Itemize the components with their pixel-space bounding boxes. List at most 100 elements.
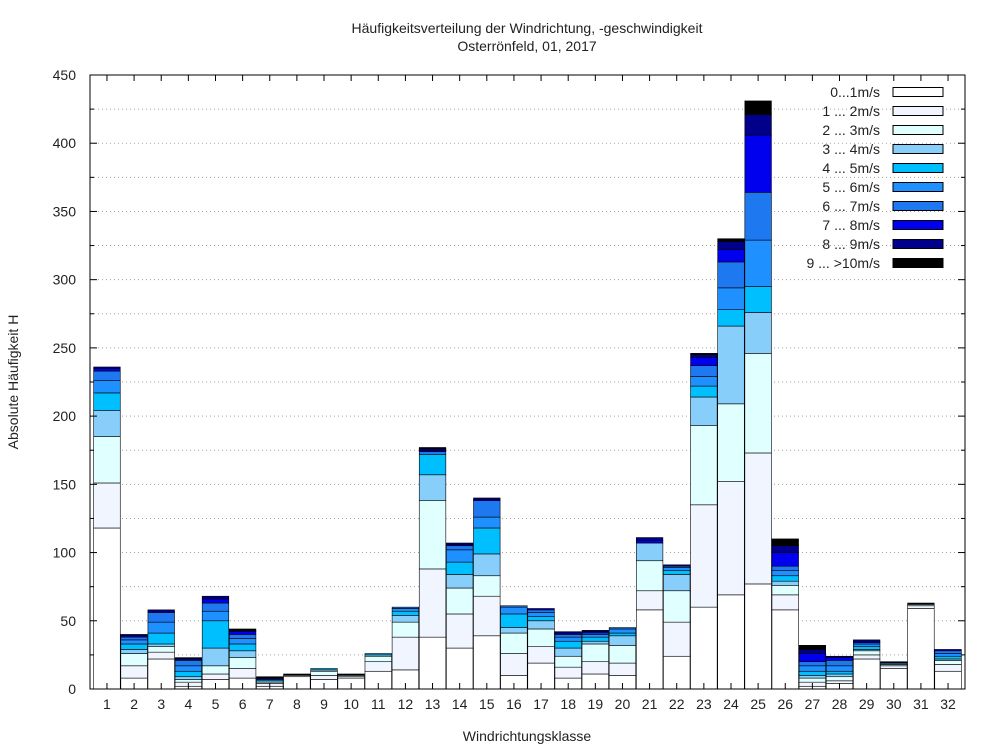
bar-segment <box>201 602 230 612</box>
bar-segment <box>527 609 555 613</box>
bar-segment <box>744 239 772 287</box>
legend-swatch <box>892 220 944 230</box>
bar-segment <box>446 549 474 563</box>
y-tick-label: 200 <box>53 408 77 424</box>
bar-segment <box>120 639 148 645</box>
bar-segment <box>229 628 257 631</box>
bar-segment <box>853 646 881 650</box>
bar-segment <box>744 192 772 241</box>
bar-segment <box>446 647 474 690</box>
bar-segment <box>635 542 664 562</box>
bar-segment <box>798 665 826 672</box>
bar-segment <box>527 612 555 617</box>
bar-segment <box>446 587 474 615</box>
bar-segment <box>500 653 528 676</box>
legend-label: 0...1m/s <box>830 84 880 100</box>
bar-segment <box>554 636 582 642</box>
bar-segment <box>527 608 555 611</box>
bar-segment <box>717 238 745 242</box>
bar-segment <box>201 647 230 667</box>
x-tick-label: 27 <box>805 696 821 712</box>
x-tick-label: 8 <box>293 696 301 712</box>
bar-segment <box>771 565 799 571</box>
legend-label: 5 ... 6m/s <box>822 179 880 195</box>
x-tick-label: 2 <box>130 696 138 712</box>
bar-segment <box>527 646 555 664</box>
y-tick-label: 250 <box>53 340 77 356</box>
bar-segment <box>744 452 772 585</box>
x-tick-label: 10 <box>343 696 359 712</box>
bar-segment <box>310 675 338 680</box>
x-tick-label: 30 <box>886 696 902 712</box>
bar-segment <box>690 385 718 398</box>
bar-segment <box>229 634 257 639</box>
bar-segment <box>771 609 799 690</box>
bar-segment <box>391 615 420 623</box>
bar-segment <box>473 527 501 555</box>
bar-segment <box>880 661 908 664</box>
bar-segment <box>825 673 854 678</box>
y-tick-label: 450 <box>53 67 77 83</box>
bar-segment <box>798 675 826 679</box>
bar-segment <box>635 539 664 544</box>
x-tick-label: 6 <box>239 696 247 712</box>
x-tick-label: 16 <box>506 696 522 712</box>
bar-segment <box>934 660 962 665</box>
x-tick-label: 22 <box>669 696 685 712</box>
bar-segment <box>853 650 881 656</box>
x-tick-label: 23 <box>696 696 712 712</box>
x-tick-label: 9 <box>320 696 328 712</box>
bar-segment <box>771 575 799 582</box>
x-tick-label: 14 <box>452 696 468 712</box>
bar-segment <box>418 454 447 476</box>
bar-segment <box>446 561 474 575</box>
x-axis-label: Windrichtungsklasse <box>463 728 592 744</box>
bar-segment <box>798 661 826 667</box>
bar-segment <box>229 650 257 658</box>
bar-segment <box>229 657 257 669</box>
bar-segment <box>663 569 691 575</box>
bar-segment <box>717 287 745 310</box>
legend: 0...1m/s 1 ... 2m/s 2 ... 3m/s 3 ... 4m/s 4 … <box>806 84 944 271</box>
bar-segment <box>391 606 420 609</box>
bar-segment <box>825 676 854 682</box>
bar-segment <box>798 649 826 654</box>
bar-segment <box>608 662 637 676</box>
x-tick-label: 24 <box>723 696 739 712</box>
x-tick-label: 29 <box>859 696 875 712</box>
x-tick-label: 3 <box>157 696 165 712</box>
bar-segment <box>310 668 338 671</box>
bar-segment <box>174 665 202 672</box>
bar-segment <box>418 568 447 638</box>
x-tick-label: 21 <box>642 696 658 712</box>
bar-segment <box>147 612 175 623</box>
x-tick-label: 18 <box>560 696 576 712</box>
x-tick-label: 7 <box>266 696 274 712</box>
bar-segment <box>635 537 664 541</box>
bar-segment <box>690 606 718 690</box>
bar-segment <box>690 357 718 366</box>
bar-segment <box>635 590 664 611</box>
y-tick-label: 150 <box>53 476 77 492</box>
bar-segment <box>500 632 528 654</box>
x-tick-label: 28 <box>832 696 848 712</box>
y-tick-label: 50 <box>60 613 76 629</box>
bar-segment <box>554 666 582 679</box>
bar-segment <box>717 325 745 405</box>
legend-label: 7 ... 8m/s <box>822 217 880 233</box>
bar-segment <box>771 552 799 567</box>
bar-segment <box>663 564 691 567</box>
bar-segment <box>364 653 392 656</box>
bar-segment <box>608 632 637 637</box>
bar-segment <box>256 676 284 679</box>
legend-swatch <box>892 144 944 154</box>
bar-segment <box>473 575 501 597</box>
legend-label: 2 ... 3m/s <box>822 122 880 138</box>
legend-swatch <box>892 239 944 249</box>
bar-segment <box>581 640 609 645</box>
bar-segment <box>93 368 121 372</box>
bar-segment <box>283 673 311 676</box>
legend-swatch <box>892 163 944 173</box>
bar-segment <box>473 500 501 518</box>
bar-segment <box>608 645 637 664</box>
